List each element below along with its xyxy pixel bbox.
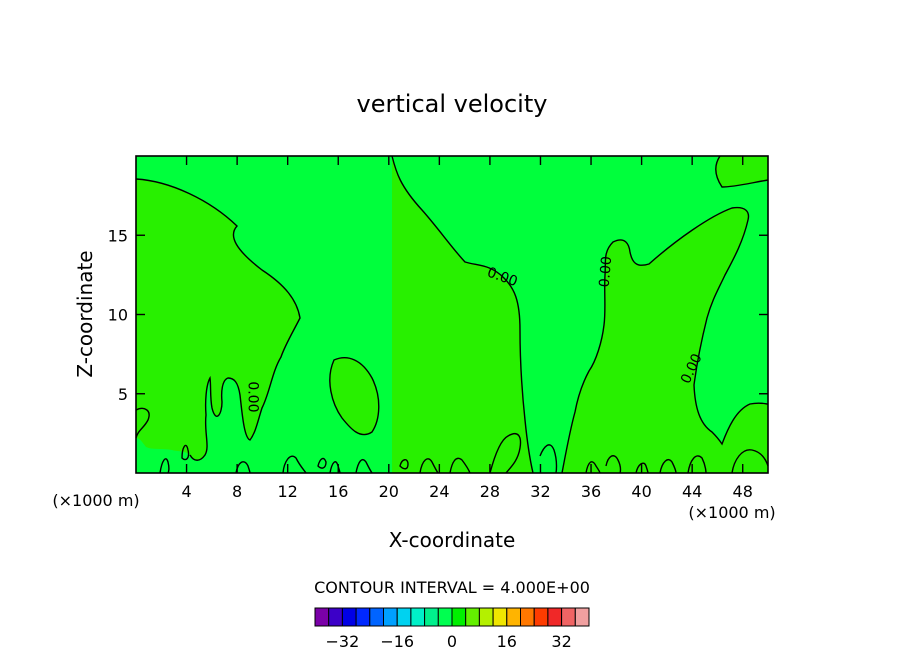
- x-tick-marks: [185, 156, 744, 473]
- colorbar-swatch: [341, 607, 357, 627]
- chart-title: vertical velocity: [357, 90, 548, 118]
- x-tick-label: 28: [480, 482, 500, 501]
- x-tick-label: 40: [631, 482, 651, 501]
- positive-region-right-upper: [715, 156, 768, 187]
- colorbar-tick-label: −16: [380, 632, 414, 651]
- x-unit-label-left: (×1000 m): [52, 491, 139, 510]
- x-tick-labels: 4 8 12 16 20 24 28 32 36 40 44 48: [181, 482, 752, 501]
- contour-label: 0.00: [245, 381, 261, 412]
- colorbar-swatch: [574, 607, 590, 627]
- y-tick-labels: 5 10 15: [108, 226, 128, 404]
- y-tick-label: 15: [108, 226, 128, 245]
- colorbar-swatch: [547, 607, 563, 627]
- colorbar-labels: −32 −16 0 16 32: [326, 632, 572, 651]
- y-axis-label: Z-coordinate: [73, 250, 97, 377]
- x-tick-label: 12: [278, 482, 298, 501]
- y-tick-label: 10: [108, 306, 128, 325]
- contour-line-top-right: [715, 155, 769, 188]
- y-tick-marks: [136, 234, 768, 395]
- colorbar-swatch: [437, 607, 453, 627]
- colorbar-tick-label: −32: [326, 632, 360, 651]
- contour-lines: [135, 155, 769, 474]
- x-tick-label: 36: [581, 482, 601, 501]
- colorbar-swatch: [424, 607, 439, 627]
- contour-line-middle: [391, 155, 534, 474]
- x-tick-label: 20: [379, 482, 399, 501]
- colorbar-swatch: [410, 607, 426, 627]
- contour-line-left-edge: [135, 407, 150, 439]
- x-axis-label: X-coordinate: [389, 528, 516, 552]
- positive-region-top-middle: [392, 156, 768, 473]
- contour-interval-text: CONTOUR INTERVAL = 4.000E+00: [314, 578, 590, 597]
- y-tick-label: 5: [118, 385, 128, 404]
- contour-line-center-blob: [329, 357, 380, 436]
- contour-line-left: [135, 178, 301, 461]
- positive-regions: [136, 156, 768, 473]
- positive-region-center-blob: [329, 357, 379, 435]
- x-tick-label: 16: [328, 482, 348, 501]
- colorbar-swatch: [492, 607, 508, 627]
- colorbar-swatch: [506, 607, 521, 627]
- colorbar-swatch: [561, 607, 576, 627]
- colorbar-swatch: [355, 607, 371, 627]
- x-tick-label: 44: [682, 482, 702, 501]
- colorbar-swatch: [533, 607, 549, 627]
- colorbar: [314, 607, 590, 627]
- colorbar-swatch: [383, 607, 398, 627]
- colorbar-tick-label: 0: [447, 632, 457, 651]
- colorbar-tick-label: 32: [551, 632, 571, 651]
- colorbar-swatch: [328, 607, 343, 627]
- contour-label: 0.00: [597, 256, 616, 288]
- colorbar-swatch: [314, 607, 330, 627]
- colorbar-swatch: [396, 607, 412, 627]
- x-unit-label-right: (×1000 m): [688, 503, 775, 522]
- x-tick-label: 4: [181, 482, 191, 501]
- colorbar-swatch: [451, 607, 467, 627]
- colorbar-swatch: [465, 607, 480, 627]
- colorbar-tick-label: 16: [497, 632, 517, 651]
- x-tick-label: 48: [733, 482, 753, 501]
- contour-line-right-inner: [561, 206, 769, 474]
- colorbar-swatch: [478, 607, 494, 627]
- colorbar-swatch: [520, 607, 535, 627]
- contour-line-bottom-noise: [159, 432, 769, 474]
- x-tick-label: 8: [232, 482, 242, 501]
- x-tick-label: 24: [429, 482, 449, 501]
- x-tick-label: 32: [530, 482, 550, 501]
- plot-area: 0.000.00 0.000.00: [135, 155, 769, 474]
- colorbar-swatch: [369, 607, 384, 627]
- positive-region-left: [136, 179, 300, 461]
